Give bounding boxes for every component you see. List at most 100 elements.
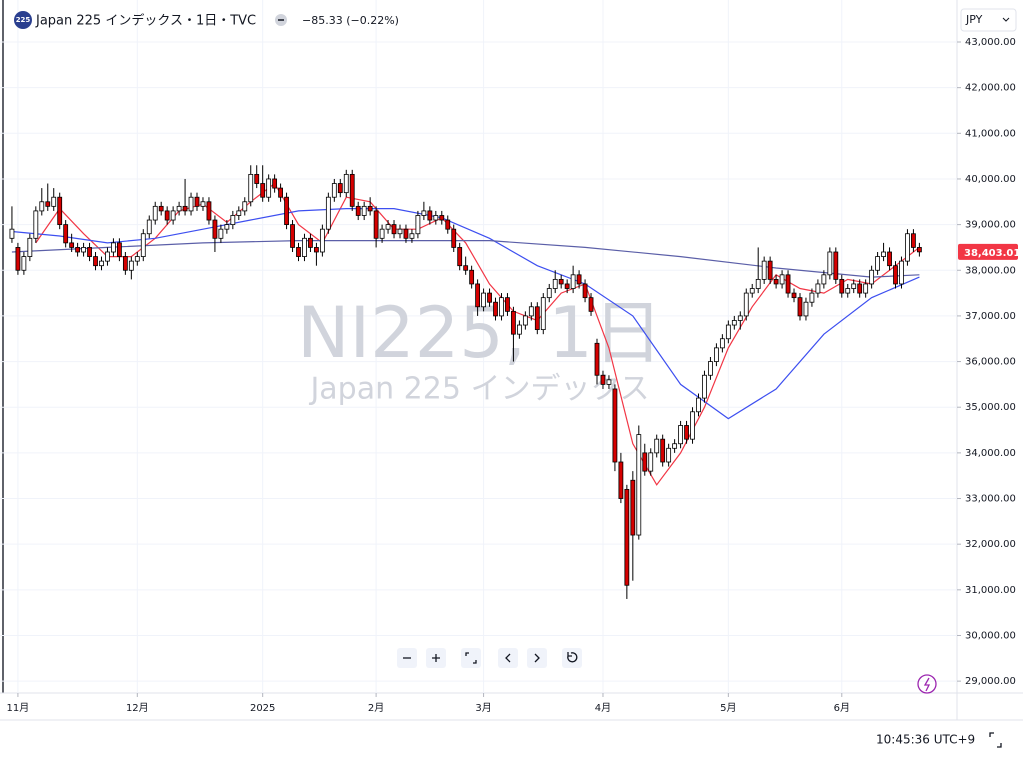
candle-body	[851, 283, 857, 289]
candle-body	[911, 233, 916, 248]
reset-button[interactable]	[562, 648, 582, 668]
candle-body	[743, 292, 749, 317]
candle-body	[75, 247, 81, 253]
candle-body	[128, 260, 134, 271]
lightning-icon	[923, 677, 931, 692]
candle-body	[582, 283, 588, 299]
candle-body	[648, 452, 654, 472]
candle-body	[475, 283, 481, 308]
y-tick-label: 35,000.00	[965, 402, 1016, 413]
candle-body	[331, 183, 337, 198]
candle-body	[457, 247, 463, 267]
candle-body	[528, 306, 534, 317]
reset-scale-button[interactable]	[461, 648, 481, 668]
candle-body	[87, 247, 92, 257]
candle-body	[833, 251, 839, 280]
symbol-badge[interactable]	[14, 11, 32, 29]
y-tick-label: 33,000.00	[965, 494, 1016, 505]
scroll-left-button[interactable]	[498, 648, 518, 668]
y-tick-label: 41,000.00	[965, 128, 1016, 139]
candle-body	[81, 247, 86, 253]
candle-body	[278, 187, 283, 198]
axes: 29,000.00 30,000.00 31,000.00 32,000.00 33,0…	[7, 37, 1021, 714]
candle-body	[415, 215, 421, 235]
candle-body	[421, 210, 427, 216]
candle-body	[445, 219, 451, 230]
x-tick-label: 12月	[126, 702, 149, 714]
candle-body	[361, 205, 367, 216]
candle-body	[899, 260, 904, 285]
candle-body	[666, 447, 672, 463]
candle-body	[606, 379, 612, 385]
candle-body	[534, 306, 540, 331]
currency-selector[interactable]	[960, 8, 1017, 32]
zoom-in-icon	[432, 654, 440, 662]
candle-body	[564, 283, 570, 289]
candle-body	[373, 210, 379, 239]
candle-body	[272, 178, 278, 189]
candle-body	[708, 361, 713, 376]
candle-body	[737, 315, 743, 321]
candle-body	[493, 301, 498, 317]
candle-body	[21, 256, 27, 271]
candle-body	[224, 224, 230, 230]
candle-body	[785, 274, 791, 294]
candle-body	[875, 256, 880, 271]
candle-body	[39, 201, 45, 212]
candle-body	[505, 297, 510, 312]
lightning-button[interactable]	[917, 674, 937, 694]
candle-body	[654, 438, 660, 454]
candle-body	[797, 297, 803, 317]
candle-body	[827, 251, 833, 276]
plot-area	[9, 165, 922, 599]
candle-body	[469, 269, 475, 285]
candle-body	[552, 278, 558, 289]
y-tick-label: 42,000.00	[965, 83, 1016, 94]
candle-body	[791, 292, 797, 299]
x-tick-label: 5月	[720, 702, 736, 714]
candle-body	[845, 288, 851, 294]
candle-body	[636, 434, 642, 536]
candle-body	[105, 251, 110, 262]
y-tick-label: 32,000.00	[965, 539, 1016, 550]
candle-body	[367, 205, 373, 212]
fullscreen-button[interactable]	[989, 732, 1002, 748]
candle-body	[111, 242, 116, 253]
watermark-subtitle: Japan 225 インデックス	[308, 372, 649, 407]
last-price-label: 38,403.01	[964, 248, 1020, 259]
candle-body	[594, 342, 600, 376]
candle-body	[821, 274, 827, 285]
candle-body	[516, 324, 522, 335]
candle-body	[731, 320, 737, 326]
candle-body	[487, 292, 492, 303]
candle-body	[182, 205, 188, 212]
last-price-tag	[958, 243, 1018, 260]
candle-body	[916, 247, 922, 253]
scroll-right-icon	[534, 653, 540, 663]
candle-body	[188, 196, 194, 212]
candle-body	[248, 173, 254, 203]
candle-body	[206, 201, 212, 221]
y-tick-label: 39,000.00	[965, 220, 1016, 231]
y-tick-label: 40,000.00	[965, 174, 1016, 185]
candle-body	[684, 425, 689, 440]
candle-body	[236, 210, 242, 216]
candle-body	[642, 452, 648, 472]
candle-body	[522, 315, 528, 326]
chart-title[interactable]: Japan 225 インデックス・1日・TVC	[35, 13, 256, 29]
candle-body	[546, 288, 552, 299]
y-tick-label: 43,000.00	[965, 37, 1016, 48]
candle-body	[702, 374, 707, 399]
candle-body	[618, 461, 624, 499]
candle-body	[146, 219, 152, 235]
scroll-right-button[interactable]	[527, 648, 547, 668]
y-tick-label: 36,000.00	[965, 357, 1016, 368]
y-tick-label: 31,000.00	[965, 585, 1016, 596]
candle-body	[409, 233, 415, 239]
candle-body	[511, 310, 516, 335]
x-tick-label: 4月	[595, 702, 611, 714]
currency-label: JPY	[965, 13, 983, 26]
candle-body	[302, 237, 307, 257]
candle-body	[612, 388, 618, 463]
